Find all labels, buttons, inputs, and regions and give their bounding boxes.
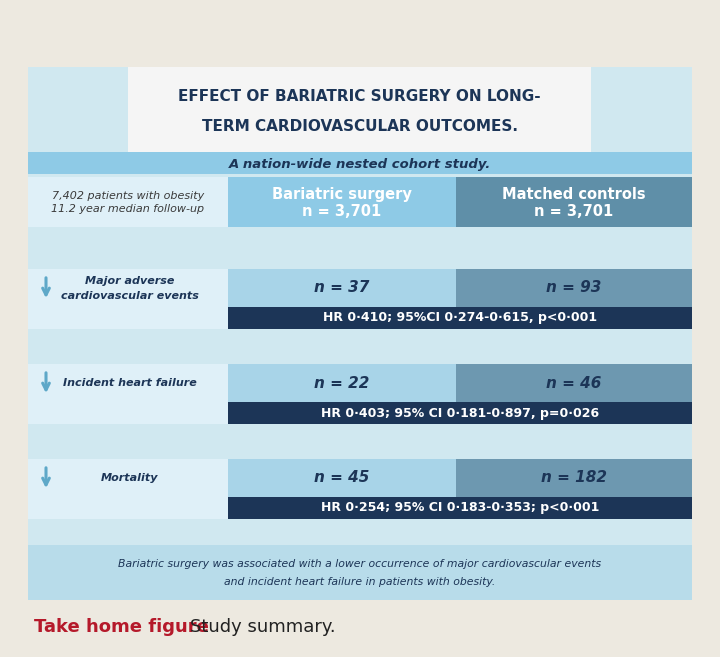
Text: Study summary.: Study summary. xyxy=(190,618,336,636)
Bar xyxy=(228,269,456,307)
Text: Incident heart failure: Incident heart failure xyxy=(63,378,197,388)
Text: 7,402 patients with obesity: 7,402 patients with obesity xyxy=(52,191,204,201)
Text: Major adverse: Major adverse xyxy=(85,276,175,286)
Text: TERM CARDIOVASCULAR OUTCOMES.: TERM CARDIOVASCULAR OUTCOMES. xyxy=(202,119,518,134)
Text: n = 182: n = 182 xyxy=(541,470,607,486)
Text: HR 0·254; 95% CI 0·183-0·353; p<0·001: HR 0·254; 95% CI 0·183-0·353; p<0·001 xyxy=(321,501,599,514)
Bar xyxy=(228,402,692,424)
Text: n = 3,701: n = 3,701 xyxy=(534,204,613,219)
Text: Bariatric surgery: Bariatric surgery xyxy=(272,187,412,202)
Bar xyxy=(28,174,692,177)
Bar xyxy=(28,360,692,364)
Bar xyxy=(28,265,692,269)
Bar xyxy=(456,177,692,227)
Bar xyxy=(228,364,456,402)
Text: n = 93: n = 93 xyxy=(546,281,602,296)
Text: Mortality: Mortality xyxy=(102,473,158,483)
Bar xyxy=(228,307,692,329)
Bar xyxy=(456,364,692,402)
Bar xyxy=(28,459,228,519)
Text: n = 37: n = 37 xyxy=(315,281,369,296)
Bar xyxy=(228,459,456,497)
Text: and incident heart failure in patients with obesity.: and incident heart failure in patients w… xyxy=(225,578,495,587)
Bar xyxy=(456,459,692,497)
Bar xyxy=(28,152,692,177)
Text: HR 0·410; 95%CI 0·274-0·615, p<0·001: HR 0·410; 95%CI 0·274-0·615, p<0·001 xyxy=(323,311,597,325)
Bar xyxy=(28,364,228,424)
Bar xyxy=(28,455,692,459)
Text: 11.2 year median follow-up: 11.2 year median follow-up xyxy=(51,204,204,214)
Text: n = 45: n = 45 xyxy=(315,470,369,486)
Text: Take home figure: Take home figure xyxy=(34,618,209,636)
Bar xyxy=(28,269,228,329)
Text: n = 22: n = 22 xyxy=(315,376,369,390)
Bar xyxy=(28,545,692,600)
Bar xyxy=(28,67,692,600)
Text: n = 3,701: n = 3,701 xyxy=(302,204,382,219)
Bar xyxy=(228,177,456,227)
Text: A nation-wide nested cohort study.: A nation-wide nested cohort study. xyxy=(229,158,491,171)
Bar xyxy=(128,67,591,152)
Bar xyxy=(228,497,692,519)
Text: Matched controls: Matched controls xyxy=(502,187,646,202)
Bar xyxy=(456,269,692,307)
Text: Bariatric surgery was associated with a lower occurrence of major cardiovascular: Bariatric surgery was associated with a … xyxy=(118,559,602,569)
Bar xyxy=(28,177,228,227)
Text: EFFECT OF BARIATRIC SURGERY ON LONG-: EFFECT OF BARIATRIC SURGERY ON LONG- xyxy=(178,89,541,104)
Text: HR 0·403; 95% CI 0·181-0·897, p=0·026: HR 0·403; 95% CI 0·181-0·897, p=0·026 xyxy=(321,407,599,420)
Text: cardiovascular events: cardiovascular events xyxy=(61,291,199,302)
Text: n = 46: n = 46 xyxy=(546,376,602,390)
